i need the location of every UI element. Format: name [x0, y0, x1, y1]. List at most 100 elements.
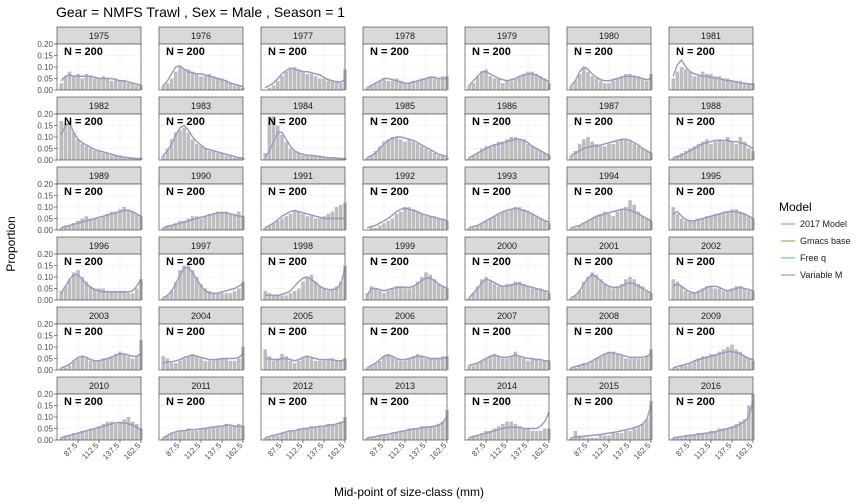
observed-bar [292, 67, 297, 90]
observed-bar [126, 209, 131, 230]
observed-bar [334, 423, 339, 440]
facet-panel: 2013 N = 200 87.5 112.5 137.5 162.5 [362, 376, 449, 462]
sample-size-label: N = 200 [676, 256, 715, 268]
observed-bar [365, 367, 369, 370]
observed-bar [726, 137, 730, 160]
observed-bar [738, 286, 743, 300]
observed-bar [182, 127, 186, 160]
observed-bar [509, 283, 513, 300]
predicted-line [163, 353, 244, 364]
x-tick-label: 162.5 [734, 441, 755, 462]
observed-bar [624, 358, 628, 370]
facet-panel: 1986 N = 200 [464, 96, 551, 161]
observed-bar [93, 78, 97, 90]
observed-bar [517, 426, 522, 440]
observed-bar [101, 288, 105, 300]
predicted-line [265, 420, 346, 439]
observed-bar [645, 356, 649, 370]
facet-strip-label: 1975 [89, 31, 109, 41]
predicted-line [672, 283, 754, 294]
observed-bar [692, 76, 696, 90]
observed-bar [232, 360, 237, 370]
predicted-line [367, 207, 448, 229]
observed-bar [484, 220, 488, 230]
observed-bar [586, 277, 590, 300]
observed-bar [207, 428, 212, 440]
observed-bar [130, 211, 135, 230]
predicted-line [264, 67, 346, 89]
observed-bar [271, 360, 276, 370]
observed-bar [496, 78, 501, 90]
predicted-line [60, 122, 142, 160]
observed-bar [130, 421, 135, 440]
panel-border [260, 113, 346, 161]
observed-bar [288, 213, 293, 230]
panel-grid: 1975 N = 200 0.00 0.05 0.10 0.15 0.20 1976 N = 2… [37, 26, 755, 462]
observed-bar [730, 426, 734, 440]
observed-bar [526, 71, 530, 90]
observed-bar [717, 76, 722, 90]
observed-bar [165, 358, 170, 370]
observed-bar [671, 437, 675, 440]
observed-bar [232, 85, 237, 90]
observed-bar [738, 421, 743, 440]
sample-size-label: N = 200 [268, 256, 307, 268]
observed-bar [365, 157, 369, 160]
observed-bar [522, 283, 526, 300]
observed-bar [492, 428, 497, 440]
sample-size-label: N = 200 [370, 186, 409, 198]
observed-bar [747, 405, 751, 440]
observed-bar [305, 155, 309, 160]
observed-bar [471, 435, 476, 440]
observed-bar [475, 76, 480, 90]
observed-bar [526, 143, 530, 160]
observed-bar [543, 290, 547, 300]
observed-bar [80, 277, 84, 300]
predicted-line [366, 354, 448, 369]
observed-bar [288, 293, 293, 300]
observed-bar [59, 437, 63, 440]
observed-bar [284, 71, 288, 90]
facet-panel: 2014 N = 200 87.5 112.5 137.5 162.5 [464, 376, 551, 462]
observed-bar [390, 356, 395, 370]
observed-bar [671, 207, 675, 230]
panel-border [566, 43, 652, 91]
observed-bar [186, 132, 191, 160]
sample-size-label: N = 200 [574, 396, 613, 408]
panel-border [668, 43, 754, 91]
observed-bar [161, 155, 165, 160]
observed-bar [428, 358, 432, 370]
observed-bar [76, 220, 80, 230]
predicted-line [673, 400, 754, 439]
panel-border [158, 43, 244, 91]
observed-bar [280, 76, 284, 90]
observed-bar [615, 433, 620, 440]
observed-bar [195, 216, 199, 230]
observed-bar [105, 421, 110, 440]
observed-bar [386, 353, 390, 370]
observed-bar [530, 358, 534, 370]
observed-bar [517, 139, 522, 160]
predicted-line [163, 212, 243, 229]
observed-bar [330, 157, 335, 160]
observed-bar [534, 73, 539, 90]
observed-bar [517, 356, 522, 370]
observed-bar [526, 360, 530, 370]
observed-bar [386, 435, 390, 440]
observed-bar [594, 274, 599, 300]
facet-panel: 2012 N = 200 87.5 112.5 137.5 162.5 [260, 376, 347, 462]
observed-bar [126, 293, 131, 300]
observed-bar [696, 433, 701, 440]
observed-bar [288, 360, 293, 370]
observed-bar [186, 265, 191, 300]
observed-bar [237, 157, 241, 160]
observed-bar [407, 139, 411, 160]
observed-bar [97, 150, 101, 160]
x-tick-label: 137.5 [203, 441, 224, 462]
y-tick-label: 0.15 [37, 122, 53, 131]
observed-bar [582, 223, 586, 230]
observed-bar [684, 69, 688, 90]
sample-size-label: N = 200 [472, 256, 511, 268]
observed-bar [394, 433, 399, 440]
observed-bar [330, 211, 335, 230]
